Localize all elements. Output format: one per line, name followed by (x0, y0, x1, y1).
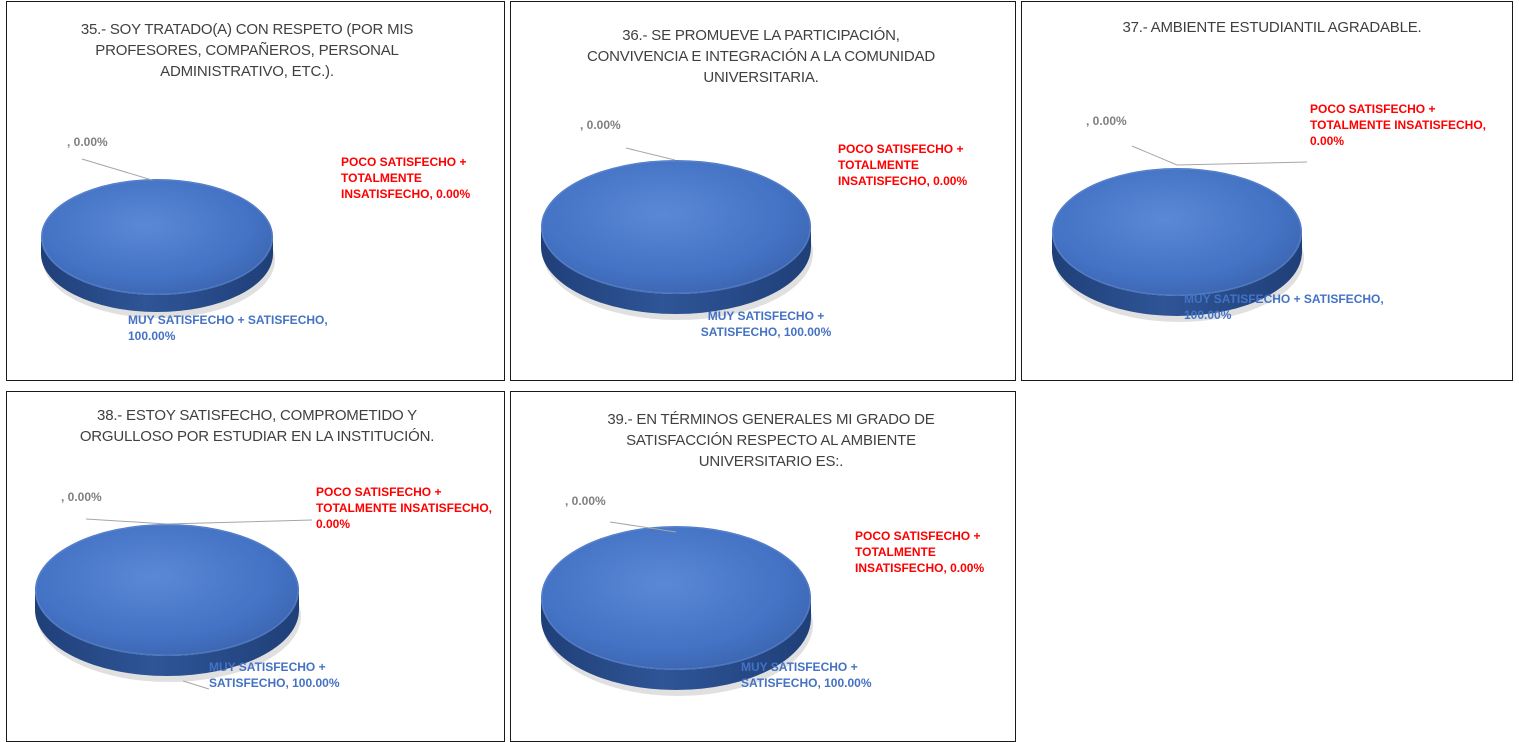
leader-line-0 (625, 147, 676, 161)
pie-chart-svg (541, 147, 813, 320)
chart-title: 39.- EN TÉRMINOS GENERALES MI GRADO DE S… (607, 411, 935, 470)
slice-label-muy-satisfecho: MUY SATISFECHO + SATISFECHO, 100.00% (1184, 292, 1384, 322)
chart-panel-36: 36.- SE PROMUEVE LA PARTICIPACIÓN, CONVI… (510, 1, 1016, 381)
pie-rim (541, 160, 811, 294)
leader-line-0 (1131, 145, 1308, 166)
pie-slice-2 (35, 524, 299, 656)
pie-slice-side-2 (541, 598, 811, 690)
slice-label-poco-satisfecho: POCO SATISFECHO + TOTALMENTE INSATISFECH… (1310, 102, 1486, 148)
slice-label-poco-satisfecho: POCO SATISFECHO + TOTALMENTE INSATISFECH… (316, 485, 492, 531)
pie-rim (541, 526, 811, 670)
chart-title: 37.- AMBIENTE ESTUDIANTIL AGRADABLE. (1122, 19, 1422, 36)
chart-title: 36.- SE PROMUEVE LA PARTICIPACIÓN, CONVI… (587, 27, 935, 86)
pie-rim (35, 524, 299, 656)
pie-slice-side-2 (41, 237, 273, 312)
slice-label-poco-satisfecho: POCO SATISFECHO + TOTALMENTE INSATISFECH… (838, 142, 968, 188)
leader-line-1 (182, 680, 210, 690)
pie-slice-side-2 (541, 227, 811, 314)
slice-label-zero: , 0.00% (67, 135, 108, 149)
pie-slice-2 (41, 179, 273, 295)
leader-line-0 (609, 521, 677, 533)
pie-chart-svg (41, 158, 275, 318)
chart-panel-37: 37.- AMBIENTE ESTUDIANTIL AGRADABLE. , 0… (1021, 1, 1513, 381)
slice-label-muy-satisfecho: MUY SATISFECHO + SATISFECHO, 100.00% (700, 309, 832, 339)
chart-title: 38.- ESTOY SATISFECHO, COMPROMETIDO Y OR… (79, 407, 435, 445)
slice-label-poco-satisfecho: POCO SATISFECHO + TOTALMENTE INSATISFECH… (341, 155, 471, 201)
pie-rim (1052, 168, 1302, 296)
slice-label-muy-satisfecho: MUY SATISFECHO + SATISFECHO, 100.00% (741, 660, 872, 690)
slice-label-poco-satisfecho: POCO SATISFECHO + TOTALMENTE INSATISFECH… (855, 529, 985, 575)
pie-slice-side-2 (35, 590, 299, 676)
slice-label-zero: , 0.00% (580, 118, 621, 132)
slice-label-zero: , 0.00% (565, 494, 606, 508)
slice-label-muy-satisfecho: MUY SATISFECHO + SATISFECHO, 100.00% (209, 660, 340, 690)
pie-chart-svg (35, 518, 313, 690)
chart-panel-35: 35.- SOY TRATADO(A) CON RESPETO (POR MIS… (6, 1, 505, 381)
pie-slice-side-2 (1052, 232, 1302, 316)
pie-slice-2 (1052, 168, 1302, 296)
slice-label-zero: , 0.00% (1086, 114, 1127, 128)
pie-rim (41, 179, 273, 295)
pie-slice-2 (541, 160, 811, 294)
leader-line-0 (85, 518, 313, 525)
slice-label-zero: , 0.00% (61, 490, 102, 504)
leader-line-0 (81, 158, 153, 181)
pie-chart-svg (1052, 145, 1308, 322)
chart-panel-39: 39.- EN TÉRMINOS GENERALES MI GRADO DE S… (510, 391, 1016, 742)
chart-panel-38: 38.- ESTOY SATISFECHO, COMPROMETIDO Y OR… (6, 391, 505, 742)
chart-title: 35.- SOY TRATADO(A) CON RESPETO (POR MIS… (80, 21, 414, 80)
slice-label-muy-satisfecho: MUY SATISFECHO + SATISFECHO, 100.00% (128, 313, 328, 343)
pie-chart-svg (541, 521, 813, 696)
pie-slice-2 (541, 526, 811, 670)
